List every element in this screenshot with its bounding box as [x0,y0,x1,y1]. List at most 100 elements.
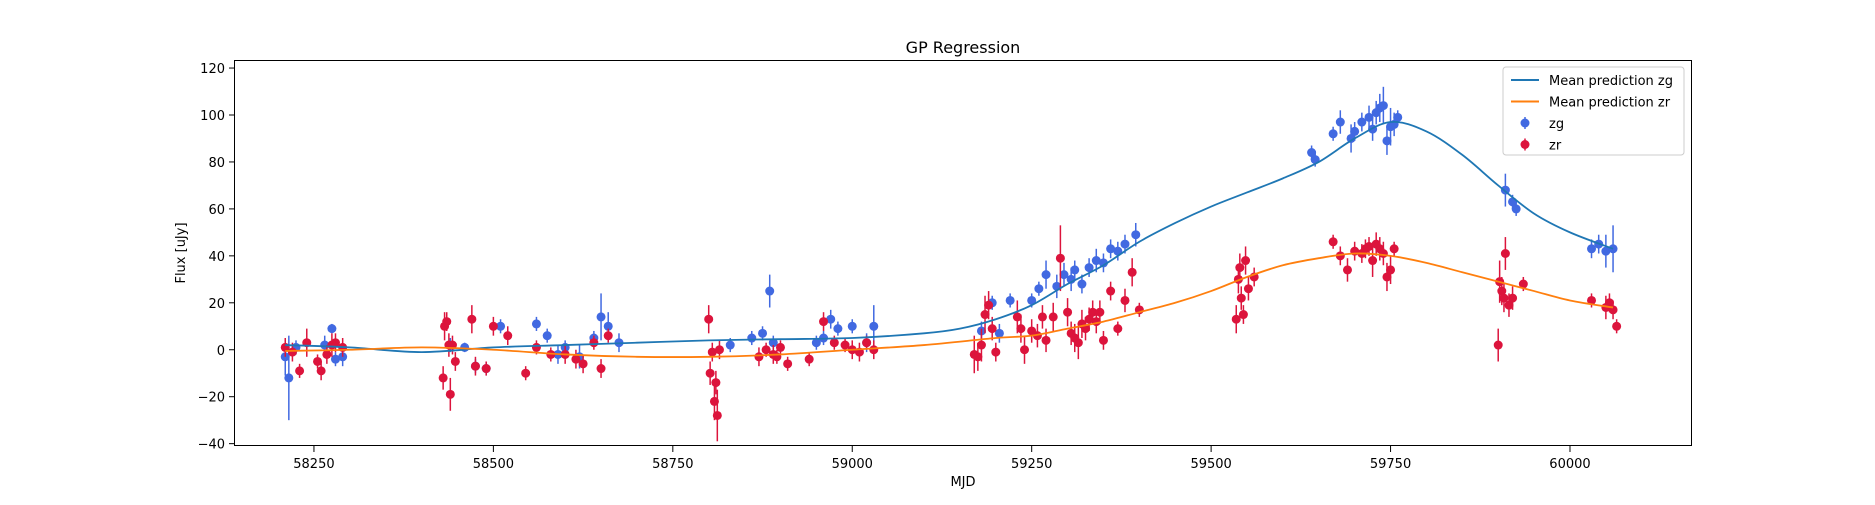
zg-point [747,333,757,343]
zg-point [327,324,337,334]
zr-point [1235,263,1245,273]
y-tick-label: 120 [200,62,225,77]
x-axis: 58250 58500 58750 59000 59250 59500 59750 60000 [293,446,1591,472]
x-tick-label: 58750 [652,457,693,472]
x-axis-label: MJD [950,475,975,490]
zg-point [765,286,775,296]
zr-point [1113,324,1123,334]
zr-point [783,359,793,369]
zg-point [1041,270,1051,280]
zr-point [754,352,764,362]
zr-point [1328,237,1338,247]
zr-point [603,331,613,341]
y-tick-label: −40 [198,438,225,453]
zr-point [1368,256,1378,266]
zr-point [1055,253,1065,263]
x-tick-label: 59000 [832,457,873,472]
zr-point [829,338,839,348]
zg-point [603,321,613,331]
y-tick-label: −20 [198,391,225,406]
zr-point [1604,298,1614,308]
zr-point [1499,293,1509,303]
legend-marker-swatch [1520,140,1530,149]
zr-point [991,347,1001,357]
zg-point [284,373,294,383]
zg-point [768,338,778,348]
zg-point [1346,133,1356,143]
zr-point [973,352,983,362]
zg-point [531,319,541,329]
zr-point [316,366,326,376]
zr-point [1493,340,1503,350]
zr-point [1037,312,1047,322]
zr-point [571,354,581,364]
zr-point [840,340,850,350]
zg-point [1364,112,1374,122]
zr-point [438,373,448,383]
x-tick-label: 60000 [1549,457,1590,472]
x-tick-label: 59250 [1011,457,1052,472]
zr-point [705,368,715,378]
y-axis-label: Flux [uJy] [174,222,189,283]
zr-point [869,345,879,355]
zr-point [596,364,606,374]
legend-label: zg [1549,117,1564,132]
zr-point [1364,241,1374,251]
zr-point [1041,335,1051,345]
zr-point [1106,286,1116,296]
zr-point [295,366,305,376]
legend-label: Mean prediction zr [1549,96,1671,111]
zr-point [1504,300,1514,310]
zr-point [987,324,997,334]
legend-box [1502,66,1685,156]
x-tick-label: 59750 [1370,457,1411,472]
zr-point [1073,338,1083,348]
zg-point [542,331,552,341]
zr-point [1378,249,1388,258]
x-tick-label: 58250 [293,457,334,472]
zg-point [1091,256,1101,266]
zg-point [725,340,735,350]
zr-point [712,410,722,420]
zr-point [481,364,491,374]
zg-point [1098,258,1108,268]
zg-point [833,324,843,334]
zr-mean-prediction-line [285,252,1614,358]
y-tick-label: 0 [217,344,225,359]
x-tick-label: 59500 [1190,457,1231,472]
zr-point [1612,321,1622,331]
zg-point [1587,244,1597,254]
zg-point [1084,263,1094,273]
zg-point [1059,270,1069,280]
zg-point [1005,295,1015,305]
zr-point [578,359,588,369]
zg-point [758,328,768,338]
zr-point [1587,295,1597,305]
zr-point [980,310,990,320]
plot-area [280,86,1622,442]
zr-point [531,342,541,352]
zr-point [1238,310,1248,320]
zg-point [1328,129,1338,139]
zr-point [1508,293,1518,303]
zr-point [1012,312,1022,322]
zr-point [445,389,455,399]
zr-point [1518,279,1528,289]
zg-point [1511,204,1521,214]
zr-point [442,317,452,327]
zr-point [1120,295,1130,305]
zr-point [984,300,994,310]
zg-point [1077,279,1087,289]
zg-point [826,314,836,324]
zr-point [1241,256,1251,266]
zr-point [470,361,480,371]
zr-point [313,356,323,366]
y-tick-label: 80 [208,156,225,171]
zr-point [1243,284,1253,294]
zr-point [1382,272,1392,282]
zr-point [589,338,599,348]
zr-point [711,378,721,388]
zr-point [1236,293,1246,303]
legend: Mean prediction zg Mean prediction zr zg zr [1502,66,1685,156]
